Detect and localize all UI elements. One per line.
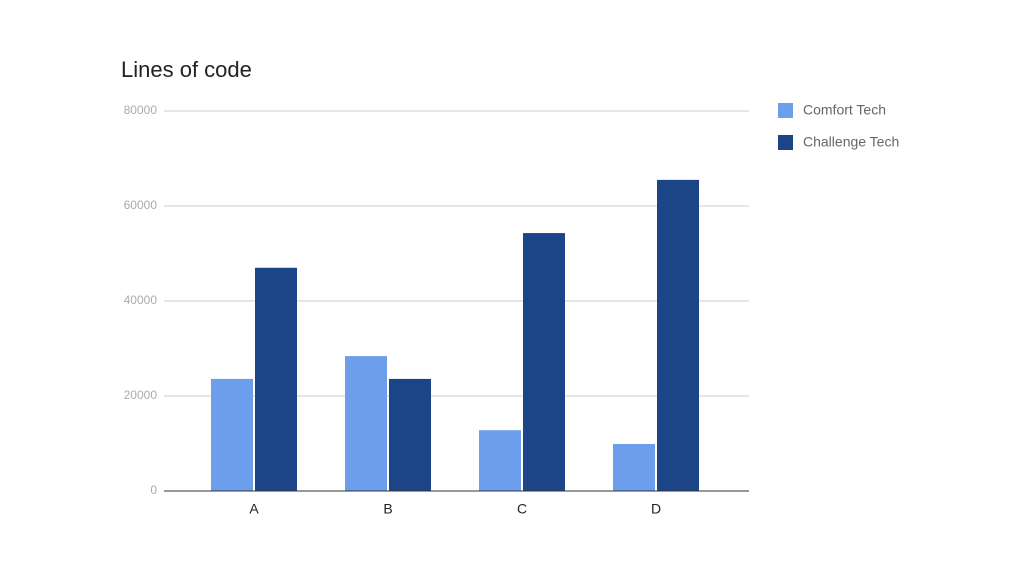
y-tick-label: 20000 (124, 388, 158, 402)
x-tick-label: D (651, 501, 661, 517)
bar (389, 378, 431, 491)
bar (523, 233, 565, 491)
x-tick-label: A (249, 501, 259, 517)
bar (613, 443, 655, 491)
bar (211, 378, 253, 491)
bar (255, 267, 297, 491)
legend-swatch (778, 103, 793, 118)
legend-swatch (778, 135, 793, 150)
chart-title: Lines of code (121, 57, 252, 82)
bar (479, 430, 521, 491)
y-tick-label: 60000 (124, 198, 158, 212)
x-tick-label: C (517, 501, 527, 517)
bar (657, 179, 699, 491)
y-tick-label: 40000 (124, 293, 158, 307)
x-tick-label: B (383, 501, 392, 517)
legend-label: Comfort Tech (803, 102, 886, 118)
bar (345, 356, 387, 491)
y-tick-label: 0 (150, 483, 157, 497)
legend-label: Challenge Tech (803, 134, 899, 150)
y-tick-label: 80000 (124, 103, 158, 117)
